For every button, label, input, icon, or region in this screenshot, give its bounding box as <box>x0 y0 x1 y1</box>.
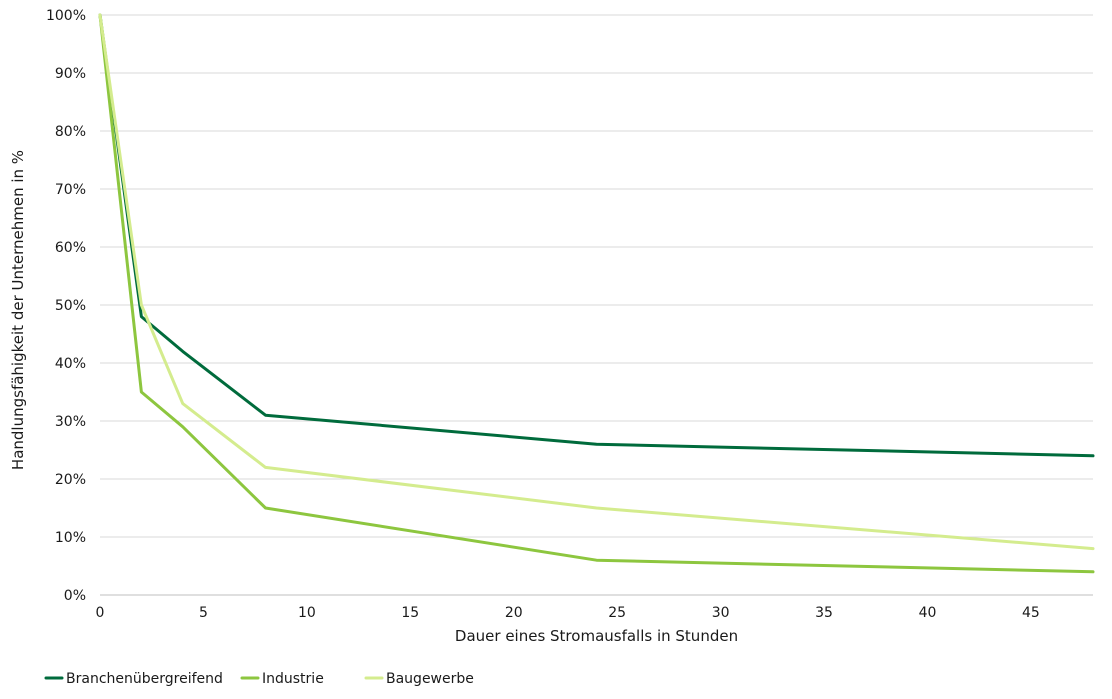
x-tick-label: 35 <box>815 605 833 621</box>
y-tick-label: 20% <box>55 472 86 488</box>
series-line-2 <box>98 13 1095 551</box>
y-tick-label: 60% <box>55 240 86 256</box>
y-tick-label: 100% <box>46 8 86 24</box>
x-tick-label: 5 <box>199 605 208 621</box>
grid-lines <box>100 14 1093 538</box>
y-tick-label: 70% <box>55 182 86 198</box>
y-tick-label: 0% <box>64 588 86 604</box>
series-line-0 <box>98 13 1095 458</box>
y-tick-label: 40% <box>55 356 86 372</box>
y-tick-label: 90% <box>55 66 86 82</box>
y-tick-label: 80% <box>55 124 86 140</box>
tick-labels: 0% 10% 20% 30% 40% 50% 60% 70% 80% 90% 100% 0 5 10 15 2… <box>46 8 1040 621</box>
y-tick-label: 30% <box>55 414 86 430</box>
legend-label: Industrie <box>262 671 324 687</box>
x-axis-title: Dauer eines Stromausfalls in Stunden <box>455 627 738 645</box>
legend: Branchenübergreifend Industrie Baugewerbe <box>44 671 474 687</box>
series-lines <box>98 13 1095 574</box>
series-line-1 <box>98 13 1095 574</box>
x-tick-label: 15 <box>401 605 419 621</box>
x-tick-label: 25 <box>608 605 626 621</box>
x-tick-label: 20 <box>505 605 523 621</box>
x-tick-label: 10 <box>298 605 316 621</box>
y-axis-title: Handlungsfähigkeit der Unternehmen in % <box>9 150 27 470</box>
x-tick-label: 0 <box>96 605 105 621</box>
legend-label: Baugewerbe <box>386 671 474 687</box>
x-tick-label: 40 <box>919 605 937 621</box>
legend-label: Branchenübergreifend <box>66 671 223 687</box>
legend-item: Branchenübergreifend <box>44 671 223 687</box>
y-tick-label: 10% <box>55 530 86 546</box>
x-tick-label: 45 <box>1022 605 1040 621</box>
legend-item: Industrie <box>240 671 324 687</box>
y-tick-label: 50% <box>55 298 86 314</box>
legend-item: Baugewerbe <box>364 671 474 687</box>
x-tick-label: 30 <box>712 605 730 621</box>
